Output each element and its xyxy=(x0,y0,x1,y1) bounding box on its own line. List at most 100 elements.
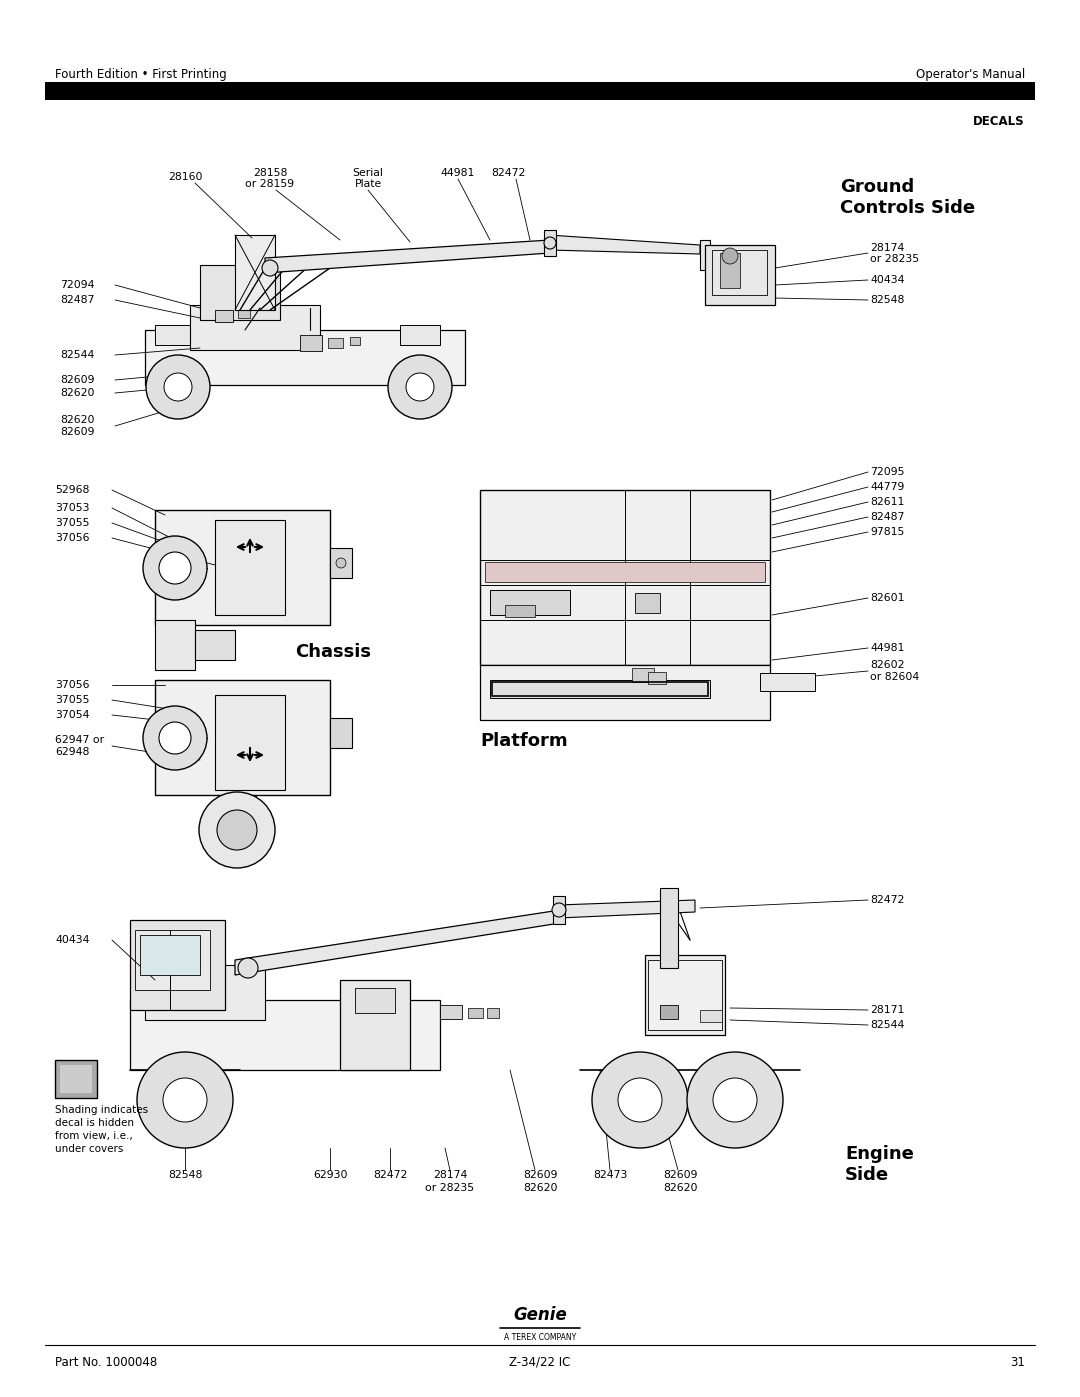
Text: Serial: Serial xyxy=(352,168,383,177)
Text: 62947 or: 62947 or xyxy=(55,735,104,745)
Bar xyxy=(485,562,765,583)
Text: 52968: 52968 xyxy=(55,485,90,495)
Bar xyxy=(215,310,233,321)
Text: 82472: 82472 xyxy=(373,1171,407,1180)
Text: 62930: 62930 xyxy=(313,1171,348,1180)
Bar xyxy=(145,330,465,386)
Text: 44779: 44779 xyxy=(870,482,904,492)
Bar xyxy=(130,1000,440,1070)
Circle shape xyxy=(137,1052,233,1148)
Text: 37055: 37055 xyxy=(55,518,90,528)
Bar xyxy=(660,888,678,968)
Circle shape xyxy=(406,373,434,401)
Polygon shape xyxy=(265,240,550,272)
Text: 82601: 82601 xyxy=(870,592,905,604)
Text: 40434: 40434 xyxy=(870,275,905,285)
Text: Ground
Controls Side: Ground Controls Side xyxy=(840,177,975,217)
Text: under covers: under covers xyxy=(55,1144,123,1154)
Text: 82548: 82548 xyxy=(167,1171,202,1180)
Bar xyxy=(215,520,285,615)
Bar xyxy=(195,630,235,659)
Circle shape xyxy=(143,536,207,599)
Circle shape xyxy=(388,355,453,419)
Bar xyxy=(632,668,654,682)
Bar xyxy=(135,930,210,990)
Text: 28160: 28160 xyxy=(167,172,202,182)
Bar xyxy=(648,960,723,1030)
Text: Platform: Platform xyxy=(480,732,568,750)
Circle shape xyxy=(687,1052,783,1148)
Text: 82602: 82602 xyxy=(870,659,905,671)
Polygon shape xyxy=(558,900,696,918)
Text: 82620: 82620 xyxy=(60,388,95,398)
Bar xyxy=(55,1060,97,1098)
Circle shape xyxy=(163,1078,207,1122)
Text: 62948: 62948 xyxy=(55,747,90,757)
Bar xyxy=(400,326,440,345)
Bar xyxy=(215,694,285,789)
Bar xyxy=(328,338,343,348)
Circle shape xyxy=(544,237,556,249)
Bar xyxy=(156,510,330,624)
Text: A TEREX COMPANY: A TEREX COMPANY xyxy=(504,1333,576,1343)
Text: 82487: 82487 xyxy=(60,295,94,305)
Text: or 28235: or 28235 xyxy=(870,254,919,264)
Text: 82611: 82611 xyxy=(870,497,904,507)
Bar xyxy=(760,673,815,692)
Bar xyxy=(140,935,200,975)
Circle shape xyxy=(592,1052,688,1148)
Text: or 28235: or 28235 xyxy=(426,1183,474,1193)
Bar xyxy=(156,326,195,345)
Bar xyxy=(480,665,770,719)
Text: 82544: 82544 xyxy=(60,351,94,360)
Text: 97815: 97815 xyxy=(870,527,904,536)
Bar xyxy=(553,895,565,923)
Bar xyxy=(468,1009,483,1018)
Text: 82487: 82487 xyxy=(870,511,904,522)
Bar xyxy=(130,921,225,1010)
Text: 82548: 82548 xyxy=(870,295,904,305)
Text: 40434: 40434 xyxy=(55,935,90,944)
Bar xyxy=(635,592,660,613)
Bar xyxy=(156,680,330,795)
Bar xyxy=(505,605,535,617)
Bar xyxy=(648,672,666,685)
Text: 37053: 37053 xyxy=(55,503,90,513)
Circle shape xyxy=(159,722,191,754)
Bar xyxy=(156,620,195,671)
Text: Operator's Manual: Operator's Manual xyxy=(916,68,1025,81)
Bar xyxy=(705,244,775,305)
Text: or 28159: or 28159 xyxy=(245,179,295,189)
Bar xyxy=(700,1010,723,1023)
Bar xyxy=(190,305,320,351)
Text: 82609: 82609 xyxy=(523,1171,557,1180)
Text: Z-34/22 IC: Z-34/22 IC xyxy=(510,1355,570,1369)
Text: or 82604: or 82604 xyxy=(870,672,919,682)
Bar xyxy=(700,240,710,270)
Text: 28174: 28174 xyxy=(433,1171,468,1180)
Text: Genie: Genie xyxy=(513,1306,567,1324)
Bar xyxy=(492,682,708,696)
Circle shape xyxy=(143,705,207,770)
Text: 28171: 28171 xyxy=(870,1004,904,1016)
Text: 31: 31 xyxy=(1010,1355,1025,1369)
Text: 37054: 37054 xyxy=(55,710,90,719)
Text: 28174: 28174 xyxy=(870,243,904,253)
Text: 72094: 72094 xyxy=(60,279,95,291)
Bar xyxy=(490,680,710,698)
Bar xyxy=(145,965,265,1020)
Text: 28158: 28158 xyxy=(253,168,287,177)
Bar xyxy=(720,253,740,288)
Bar xyxy=(300,335,322,351)
Text: 37056: 37056 xyxy=(55,680,90,690)
Text: DECALS: DECALS xyxy=(973,115,1025,129)
Circle shape xyxy=(723,249,738,264)
Bar xyxy=(544,231,556,256)
Text: 82544: 82544 xyxy=(870,1020,904,1030)
Text: 72095: 72095 xyxy=(870,467,905,476)
Bar xyxy=(487,1009,499,1018)
Bar xyxy=(218,795,256,833)
Bar xyxy=(60,1065,92,1092)
Text: 82609: 82609 xyxy=(60,374,95,386)
Text: 82620: 82620 xyxy=(663,1183,698,1193)
